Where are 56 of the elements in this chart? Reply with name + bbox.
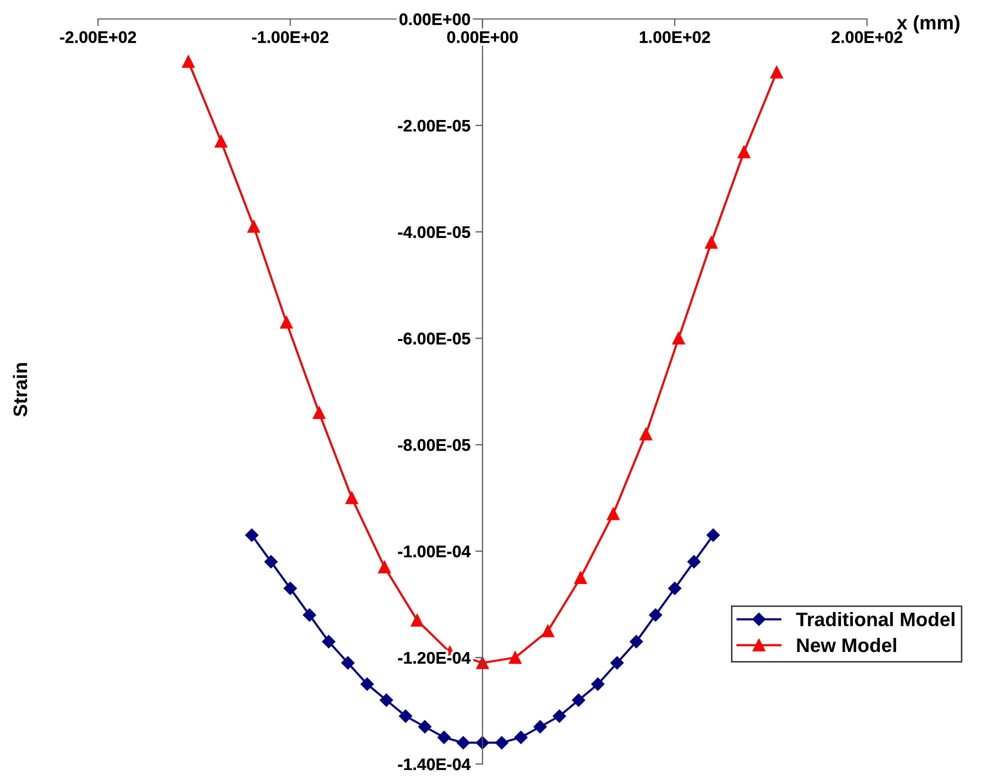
point [552,710,566,723]
point [247,220,260,233]
point [410,614,424,627]
point [456,736,470,750]
point [770,66,783,78]
x-tick-label: 1.00E+02 [640,31,710,44]
point [346,492,358,504]
point [302,608,316,622]
x-tick-label: -2.00E+02 [60,31,136,44]
point [437,730,451,744]
point [738,146,750,158]
point [245,528,258,542]
point [572,694,586,707]
point [648,608,662,622]
point [399,710,412,723]
y-tick-label: -6.00E-05 [398,332,470,344]
point [476,736,490,750]
point [280,316,293,329]
point [534,720,547,734]
y-tick-label: -8.00E-05 [398,439,470,451]
y-axis-title: Strain [12,363,28,416]
point [574,572,587,584]
y-tick-label: -2.00E-05 [398,120,470,132]
point [322,635,336,648]
legend-label: Traditional Model [796,612,954,626]
x-tick-label: 2.00E+02 [832,31,902,44]
y-tick-label: -1.40E-04 [398,758,471,770]
point [378,560,391,574]
y-tick-label: -1.00E-04 [398,546,471,558]
point [610,656,624,670]
point [182,55,195,68]
y-tick-label: -1.20E-04 [398,652,471,664]
y-tick-label: -4.00E-05 [398,226,470,238]
point [312,406,326,420]
point [495,736,508,750]
point [508,651,522,664]
point [418,720,432,734]
point [542,624,554,638]
point [591,678,604,691]
point [284,582,297,595]
point [341,656,355,670]
point [380,694,393,707]
point [672,332,685,345]
point [360,678,374,691]
point [264,555,278,568]
x-tick-label: -1.00E+02 [252,31,328,44]
legend-label: New Model [797,638,896,652]
point [668,582,682,595]
point [687,555,701,568]
point [630,635,643,648]
point [640,428,652,440]
point [514,730,528,744]
point [214,135,228,148]
point [705,236,718,249]
point [706,528,720,542]
point [606,508,620,520]
